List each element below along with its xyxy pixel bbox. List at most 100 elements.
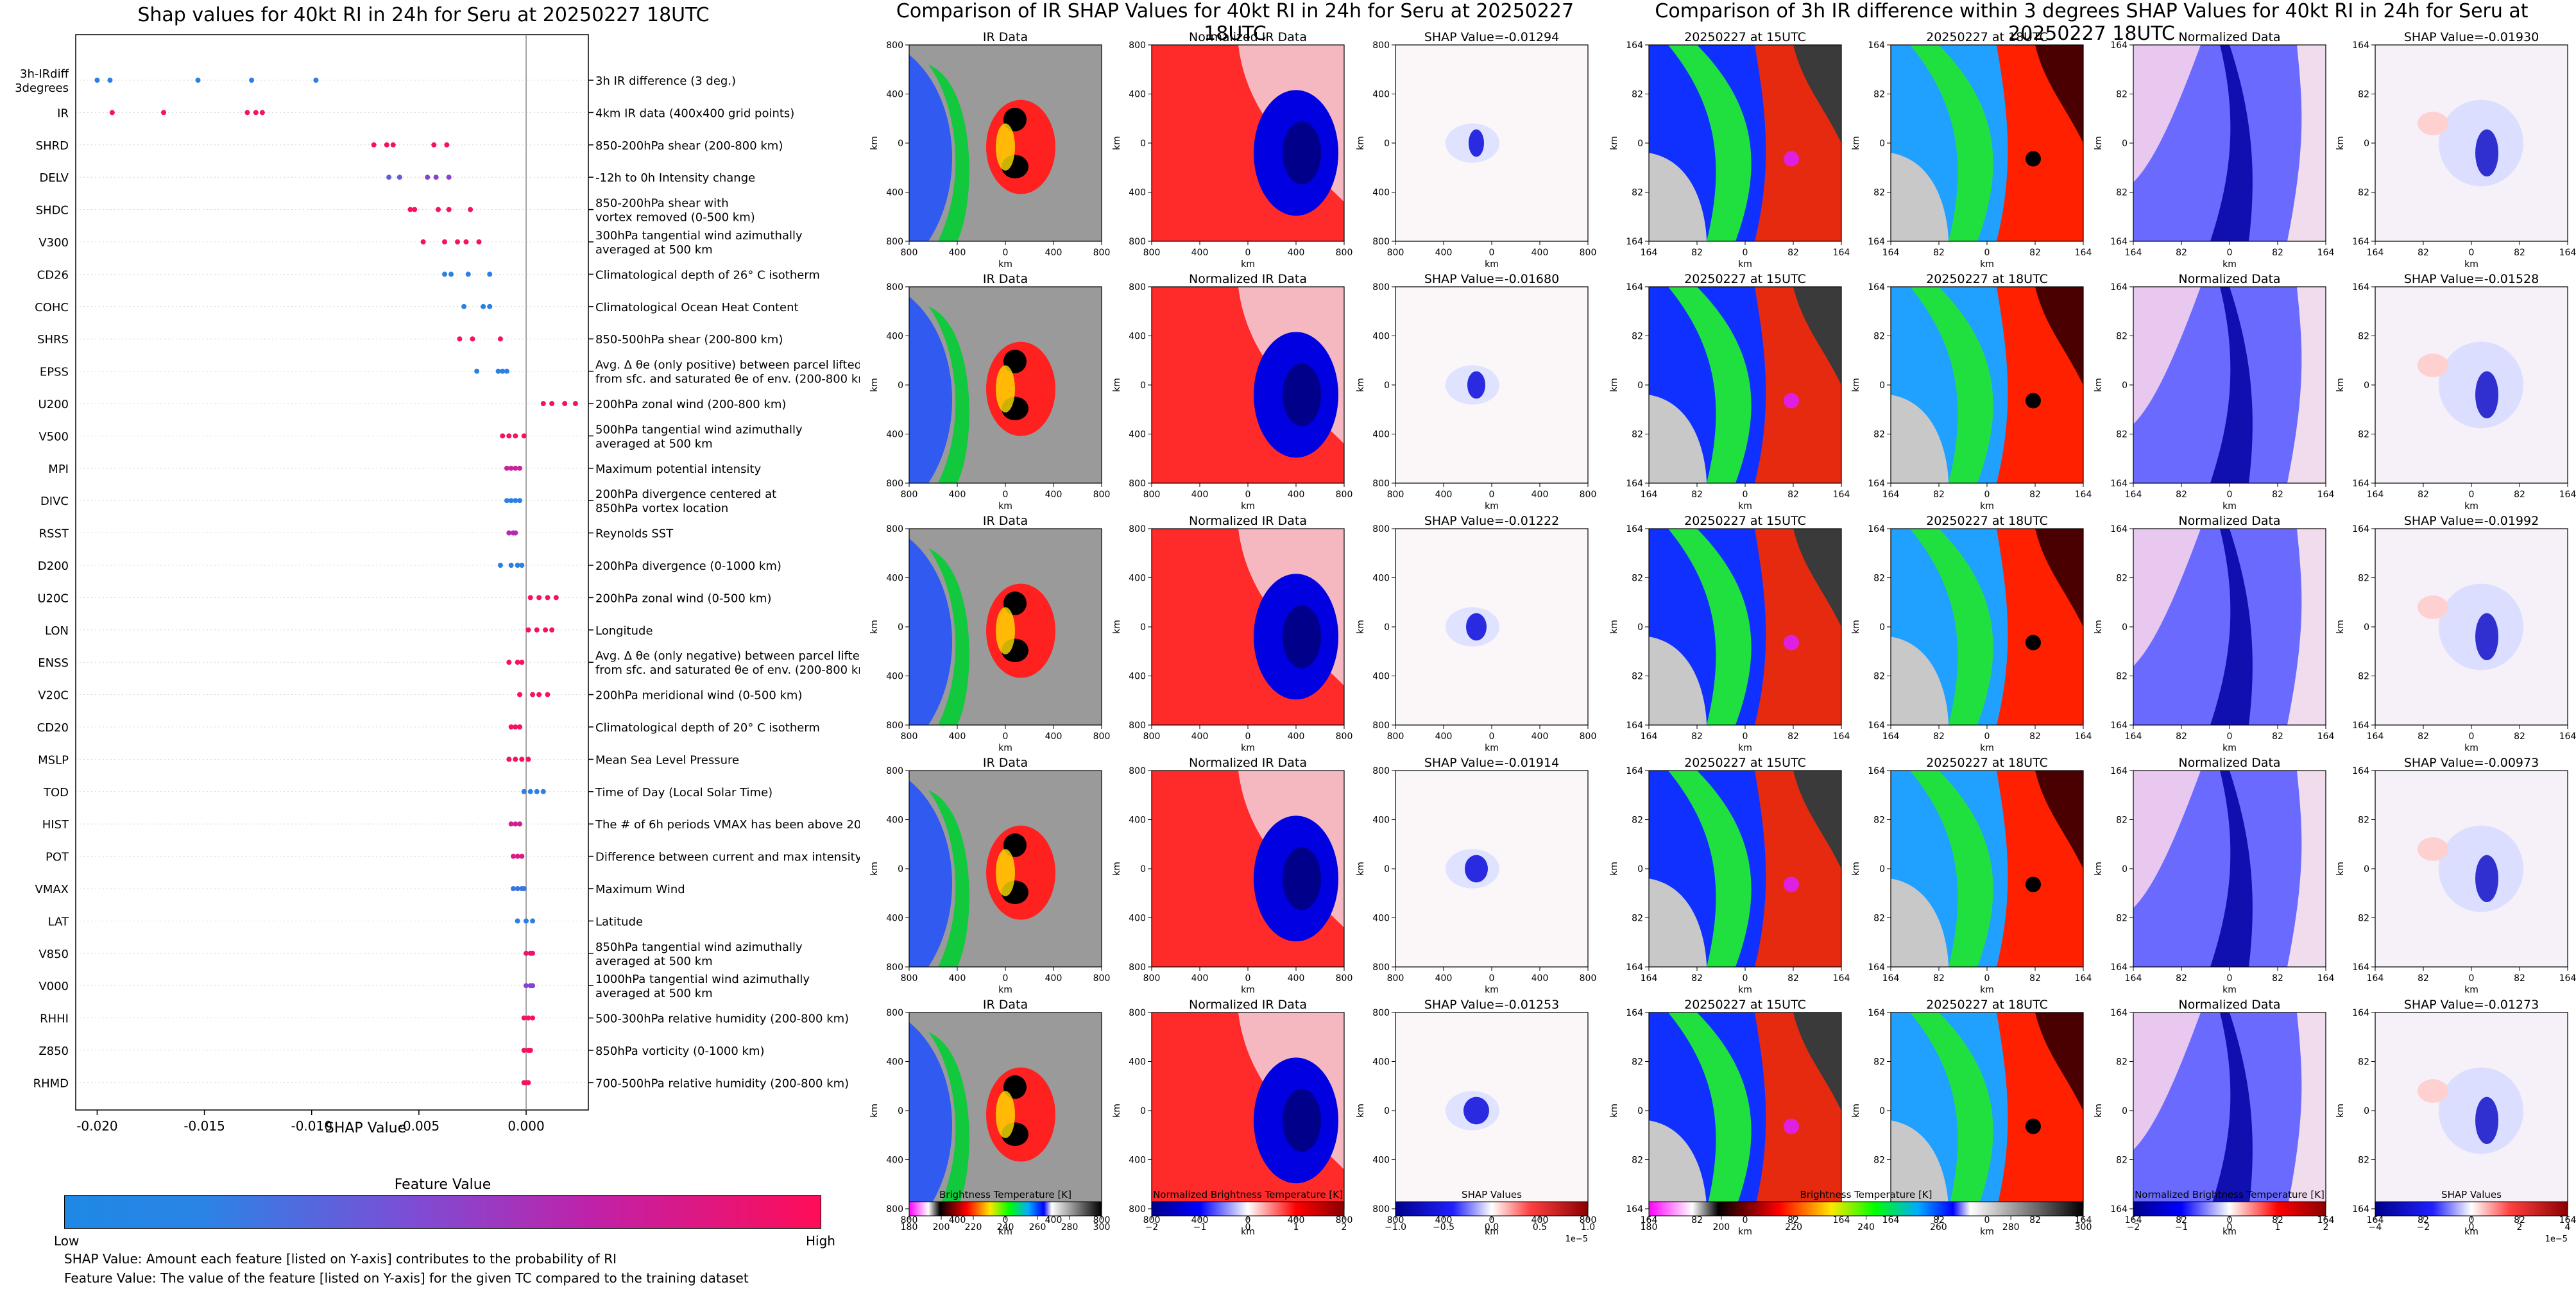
x-tick-label: 82 — [1787, 973, 1799, 984]
x-axis-label: km — [1241, 743, 1255, 753]
shap-point — [540, 789, 546, 794]
x-tick-label: 0 — [2469, 1215, 2475, 1225]
x-axis-label: SHAP Value — [325, 1120, 407, 1136]
ir-cold-band — [909, 296, 953, 483]
shap-colorbar — [1395, 1201, 1589, 1216]
colorbar-tick-label: 200 — [933, 1222, 950, 1233]
plot-frame — [75, 34, 589, 1111]
shap-point — [476, 239, 482, 244]
colorbar-tick-label: 0 — [1245, 1222, 1251, 1233]
shap-negative-blob — [2475, 129, 2498, 177]
x-tick-label: 164 — [2317, 731, 2335, 742]
y-tick-label: 0 — [1879, 1106, 1885, 1116]
shap-point — [506, 433, 512, 439]
y-axis-label: km — [1609, 862, 1619, 876]
x-tick-label: 0 — [1003, 248, 1009, 258]
x-tick-label: 82 — [2176, 731, 2187, 742]
shap-point — [442, 271, 448, 277]
shap-point — [515, 918, 520, 924]
x-tick-label: 164 — [2559, 248, 2576, 258]
shap-point — [506, 756, 512, 762]
y-tick-label: 82 — [2116, 332, 2128, 342]
ir-cold-top — [1003, 349, 1027, 373]
y-tick-label: 82 — [2116, 672, 2128, 682]
shap-point — [107, 78, 113, 83]
y-tick-label: 82 — [1632, 815, 1643, 826]
x-tick-label: 400 — [949, 973, 966, 984]
shap-colorbar — [2375, 1201, 2568, 1216]
x-tick-label: 400 — [1045, 1215, 1062, 1225]
y-tick-label: 800 — [1129, 962, 1146, 973]
shap-point — [497, 563, 503, 568]
y-tick-label: 164 — [1868, 40, 1885, 51]
shap-point — [435, 207, 441, 212]
bt-colorbar — [1648, 1201, 2084, 1216]
x-tick-label: 82 — [2418, 731, 2429, 742]
shap-point — [513, 498, 518, 504]
ir-yellow — [996, 365, 1015, 413]
image-nir — [1151, 528, 1345, 726]
norm-colorbar-label: Normalized Brightness Temperature [K] — [2135, 1189, 2324, 1200]
shap-point — [525, 756, 531, 762]
x-tick-label: 0 — [1743, 490, 1748, 500]
y-tick-label: 800 — [886, 766, 903, 776]
x-axis-label: km — [2464, 985, 2478, 995]
shap-point — [500, 368, 506, 374]
x-tick-label: 82 — [2272, 1215, 2283, 1225]
y-tick-label: 0 — [1140, 1106, 1146, 1116]
y-tick-label: 164 — [2110, 721, 2128, 731]
subplot-title: 20250227 at 15UTC — [1684, 514, 1806, 528]
feature-name-label: POT — [46, 851, 69, 864]
x-tick-label: 82 — [2272, 490, 2283, 500]
y-tick-label: 800 — [886, 524, 903, 534]
x-tick-label: 800 — [1093, 490, 1111, 500]
y-tick-label: 82 — [2116, 430, 2128, 440]
x-axis-label: km — [1980, 985, 1994, 995]
shap-point — [455, 239, 461, 244]
shap-point — [497, 336, 503, 342]
feature-name-label: LAT — [48, 915, 69, 928]
y-tick-label: 82 — [2116, 188, 2128, 198]
x-tick-label: 800 — [1093, 973, 1111, 984]
subplot-title: SHAP Value=-0.01253 — [1424, 998, 1559, 1012]
y-tick-label: 800 — [1129, 766, 1146, 776]
y-axis-label: km — [1356, 620, 1366, 634]
y-tick-label: 0 — [1140, 139, 1146, 149]
shap-point — [525, 1080, 531, 1086]
image-shapir — [1395, 44, 1589, 242]
diff-dark-region — [1793, 529, 1841, 627]
y-tick-label: 0 — [1879, 380, 1885, 391]
shap-point — [521, 789, 527, 794]
y-tick-label: 0 — [898, 380, 903, 391]
diff-gray-region — [1649, 878, 1707, 967]
ndiff-dark-band — [2210, 1012, 2253, 1209]
feature-description-label: vortex removed (0-500 km) — [595, 211, 755, 225]
y-tick-label: 400 — [886, 332, 903, 342]
x-tick-label: 164 — [2125, 490, 2142, 500]
x-tick-label: 164 — [1882, 490, 1900, 500]
feature-description-label: 500hPa tangential wind azimuthally — [595, 423, 803, 436]
image-ir — [908, 770, 1102, 968]
x-axis-label: km — [1738, 985, 1752, 995]
x-tick-label: 400 — [1191, 248, 1209, 258]
y-tick-label: 400 — [1129, 188, 1146, 198]
feature-description-label: 200hPa zonal wind (200-800 km) — [595, 398, 786, 411]
shap-point — [513, 821, 518, 827]
shap-negative-blob — [1469, 129, 1484, 157]
y-tick-label: 0 — [1879, 139, 1885, 149]
shap-point — [468, 207, 473, 212]
x-tick-label: 164 — [2317, 973, 2335, 984]
y-tick-label: 0 — [1140, 864, 1146, 875]
image-shapdf — [2375, 44, 2568, 242]
x-axis-label: km — [2464, 259, 2478, 269]
x-tick-label: 0 — [2227, 1215, 2233, 1225]
colorbar-tick-label: 300 — [1093, 1222, 1111, 1233]
x-tick-label: 800 — [901, 731, 918, 742]
y-axis-label: km — [1356, 862, 1366, 876]
y-tick-label: 400 — [886, 1156, 903, 1166]
feature-name-label: SHDC — [36, 204, 69, 218]
image-d18 — [1890, 286, 2084, 484]
x-tick-label: 400 — [1531, 973, 1549, 984]
shap-point — [519, 660, 525, 665]
x-tick-label: 82 — [2418, 248, 2429, 258]
